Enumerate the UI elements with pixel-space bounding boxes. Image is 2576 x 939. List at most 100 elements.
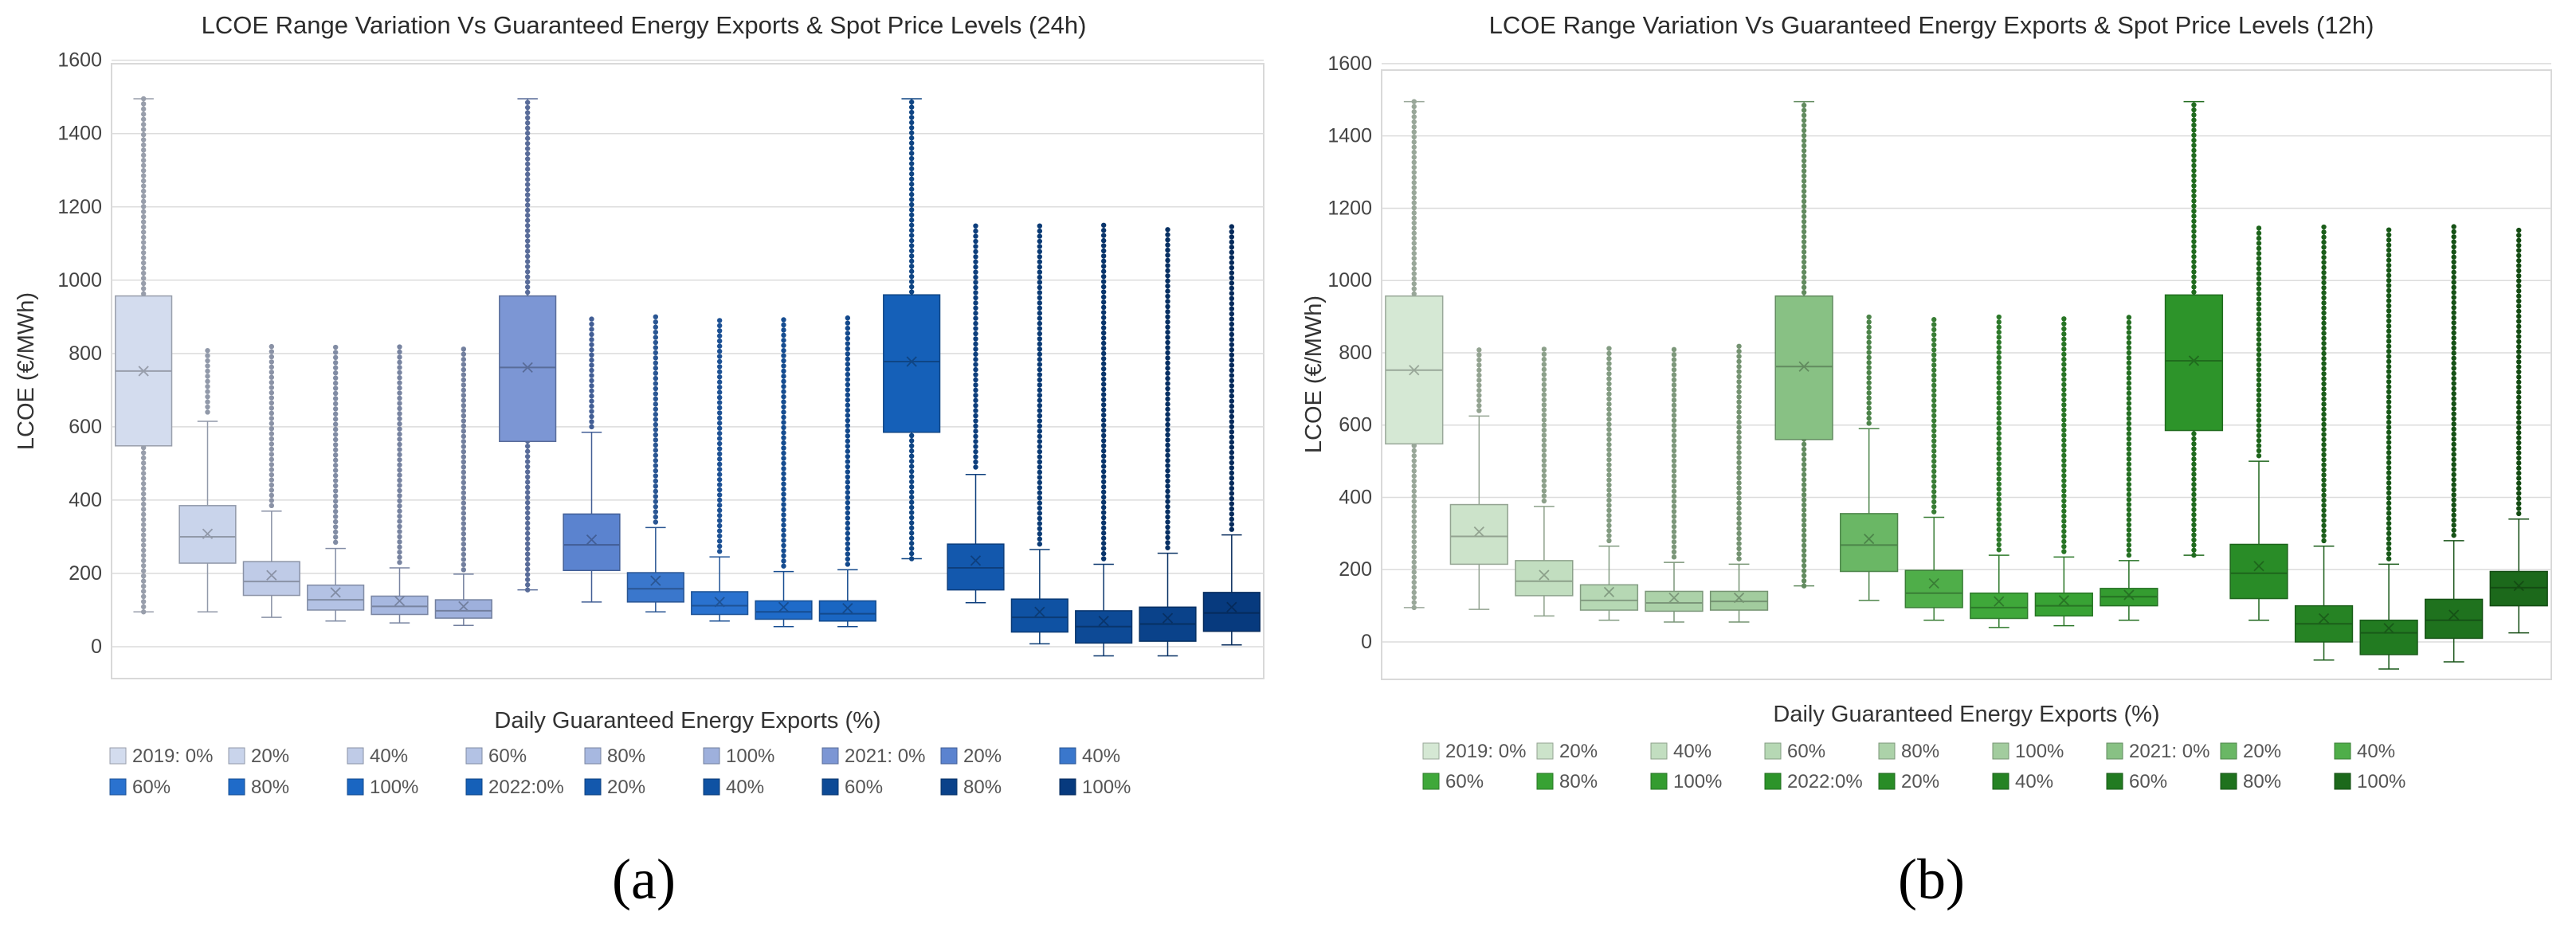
outlier-point bbox=[2061, 371, 2067, 378]
outlier-point bbox=[2126, 547, 2132, 553]
outlier-point bbox=[1229, 485, 1235, 491]
outlier-points bbox=[1606, 346, 1612, 544]
outlier-point bbox=[589, 347, 594, 353]
outlier-point bbox=[908, 499, 915, 505]
mean-marker bbox=[1864, 534, 1875, 545]
legend-label: 40% bbox=[2015, 771, 2053, 792]
outlier-point bbox=[269, 425, 275, 432]
outlier-point bbox=[1736, 475, 1742, 481]
outlier-point bbox=[589, 321, 594, 327]
outlier-point bbox=[1229, 516, 1235, 522]
outlier-point bbox=[1476, 393, 1482, 398]
panel-caption: (a) bbox=[612, 847, 676, 911]
outlier-point bbox=[973, 320, 978, 327]
outlier-point bbox=[1736, 551, 1742, 557]
legend-label: 20% bbox=[2243, 741, 2281, 762]
outlier-point bbox=[1866, 324, 1872, 330]
outlier-point bbox=[2061, 407, 2067, 413]
outlier-point bbox=[269, 477, 275, 483]
outlier-point bbox=[2386, 455, 2392, 460]
outlier-point bbox=[589, 337, 594, 342]
outlier-point bbox=[1866, 354, 1872, 361]
outlier-point bbox=[1411, 200, 1417, 205]
box-series-3 bbox=[242, 343, 300, 618]
outlier-point bbox=[1736, 399, 1742, 405]
outlier-point bbox=[1229, 362, 1235, 368]
outlier-point bbox=[1411, 104, 1417, 110]
outlier-point bbox=[524, 572, 531, 577]
outlier-point bbox=[1229, 444, 1235, 450]
outlier-point bbox=[1229, 275, 1235, 281]
outlier-point bbox=[716, 492, 723, 498]
outlier-point bbox=[589, 409, 594, 414]
outlier-point bbox=[2321, 245, 2327, 250]
outlier-point bbox=[332, 503, 339, 509]
outlier-point bbox=[524, 530, 531, 536]
outlier-point bbox=[1100, 514, 1107, 521]
outlier-point bbox=[716, 476, 723, 483]
outlier-point bbox=[1037, 526, 1043, 532]
outlier-point bbox=[1541, 463, 1547, 468]
outlier-point bbox=[1801, 224, 1807, 229]
outlier-points bbox=[2061, 316, 2067, 554]
outlier-point bbox=[1411, 514, 1417, 519]
outlier-point bbox=[1931, 372, 1937, 378]
outlier-point bbox=[1931, 504, 1937, 510]
outlier-point bbox=[1996, 471, 2002, 477]
outlier-point bbox=[1801, 249, 1807, 255]
outlier-point bbox=[2386, 237, 2392, 243]
outlier-point bbox=[2386, 526, 2392, 531]
outlier-point bbox=[1411, 129, 1417, 135]
outlier-point bbox=[2321, 391, 2327, 397]
outlier-point bbox=[1996, 344, 2002, 350]
outlier-point bbox=[1671, 499, 1677, 504]
outlier-point bbox=[1996, 532, 2002, 538]
outlier-point bbox=[2061, 448, 2067, 453]
outlier-point bbox=[1801, 538, 1807, 543]
outlier-point bbox=[908, 550, 915, 557]
outlier-point bbox=[2386, 470, 2392, 475]
outlier-point bbox=[1801, 547, 1807, 554]
outlier-point bbox=[781, 486, 786, 492]
outlier-point bbox=[1996, 456, 2002, 462]
outlier-point bbox=[845, 536, 851, 542]
outlier-point bbox=[2126, 537, 2132, 543]
outlier-point bbox=[1037, 479, 1043, 486]
outlier-point bbox=[2321, 512, 2327, 518]
outlier-point bbox=[1411, 170, 1417, 175]
outlier-point bbox=[1229, 245, 1235, 250]
outlier-points bbox=[397, 344, 402, 565]
outlier-point bbox=[461, 444, 467, 449]
outlier-point bbox=[908, 479, 915, 485]
outlier-point bbox=[1229, 419, 1235, 425]
y-tick-label: 0 bbox=[91, 636, 102, 658]
outlier-point bbox=[2191, 522, 2197, 528]
outlier-point bbox=[716, 482, 723, 487]
outlier-point bbox=[1931, 443, 1937, 449]
outlier-point bbox=[1100, 402, 1107, 408]
outlier-point bbox=[2061, 473, 2067, 479]
mean-marker bbox=[202, 528, 214, 539]
outlier-point bbox=[332, 483, 339, 489]
outlier-point bbox=[269, 446, 275, 452]
outlier-point bbox=[1165, 478, 1170, 484]
outlier-point bbox=[524, 469, 531, 475]
outlier-point bbox=[2191, 284, 2197, 290]
outlier-point bbox=[589, 388, 594, 393]
outlier-point bbox=[332, 375, 339, 381]
outlier-point bbox=[2061, 442, 2067, 448]
outlier-point bbox=[908, 268, 915, 274]
legend-swatch bbox=[2334, 742, 2351, 760]
outlier-point bbox=[1100, 284, 1107, 290]
outlier-point bbox=[1671, 488, 1677, 494]
y-tick-label: 1400 bbox=[57, 123, 102, 145]
outlier-point bbox=[1996, 314, 2002, 320]
legend-swatch bbox=[703, 747, 720, 765]
outlier-point bbox=[461, 362, 467, 367]
outlier-point bbox=[1165, 396, 1170, 402]
outlier-point bbox=[845, 546, 851, 552]
outlier-point bbox=[1165, 494, 1170, 499]
outlier-point bbox=[2321, 264, 2327, 271]
outlier-point bbox=[2061, 377, 2067, 382]
outlier-point bbox=[1229, 495, 1235, 502]
